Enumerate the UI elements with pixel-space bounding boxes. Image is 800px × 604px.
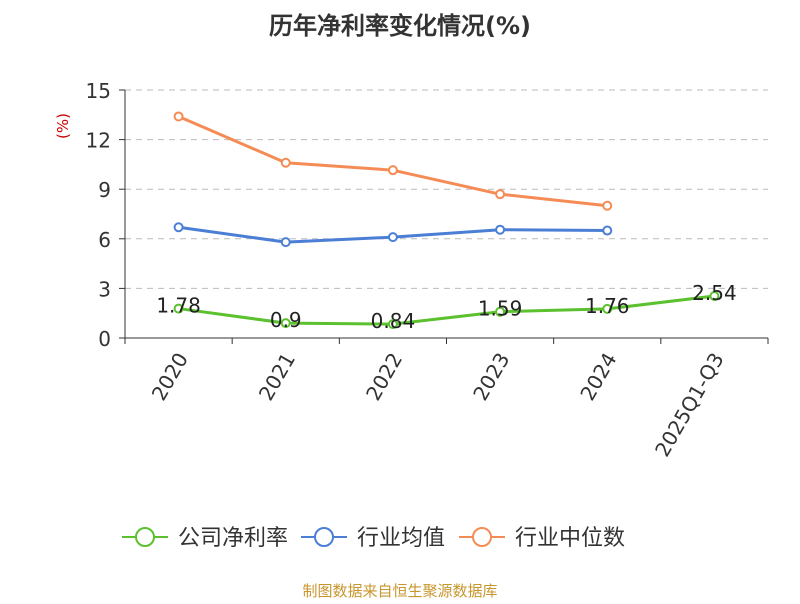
- x-tick-label: 2020: [147, 349, 193, 405]
- legend-label: 行业均值: [357, 526, 445, 551]
- legend: 公司净利率 行业均值 行业中位数: [122, 526, 625, 551]
- x-tick-label: 2025Q1-Q3: [650, 349, 729, 461]
- x-tick-label: 2023: [468, 349, 514, 405]
- data-point: [280, 318, 291, 329]
- data-point: [387, 232, 398, 243]
- data-point: [280, 157, 291, 168]
- grid-lines: [125, 89, 768, 289]
- data-label: 1.78: [156, 294, 201, 318]
- y-axis-label: (%): [54, 113, 72, 139]
- y-tick-label: 6: [98, 228, 111, 252]
- data-label: 2.54: [692, 281, 737, 305]
- data-point: [495, 189, 506, 200]
- chart-title: 历年净利率变化情况(%): [269, 12, 531, 40]
- data-labels: 1.78 0.9 0.84 1.59 1.76 2.54: [156, 281, 736, 333]
- axes: 0 3 6 9 12 15 2020 2021 2022 2023 2024 2025Q1-Q3: [86, 79, 769, 461]
- y-tick-label: 0: [98, 327, 111, 351]
- legend-label: 行业中位数: [515, 526, 625, 551]
- legend-marker: [314, 527, 334, 547]
- y-tick-label: 3: [98, 277, 111, 301]
- legend-marker: [472, 527, 492, 547]
- data-point: [280, 237, 291, 248]
- legend-marker: [135, 527, 155, 547]
- x-tick-label: 2022: [361, 349, 407, 405]
- data-point: [387, 319, 398, 330]
- legend-label: 公司净利率: [178, 526, 288, 551]
- data-point: [173, 303, 184, 314]
- series-line-0: [178, 294, 715, 326]
- data-label: 1.76: [585, 294, 630, 318]
- data-point: [495, 306, 506, 317]
- data-label: 0.9: [270, 308, 302, 332]
- series-line-2: [177, 115, 608, 208]
- data-point: [602, 225, 613, 236]
- y-tick-label: 15: [86, 79, 111, 103]
- data-point: [602, 303, 613, 314]
- y-tick-label: 12: [86, 129, 111, 153]
- data-point: [709, 291, 720, 302]
- series-layer: [173, 111, 720, 330]
- x-tick-label: 2024: [575, 349, 621, 405]
- y-tick-label: 9: [98, 178, 111, 202]
- x-tick-label: 2021: [254, 349, 300, 405]
- data-point: [173, 222, 184, 233]
- data-point: [387, 165, 398, 176]
- data-point: [495, 224, 506, 235]
- data-label: 0.84: [371, 309, 416, 333]
- source-note: 制图数据来自恒生聚源数据库: [302, 582, 497, 600]
- data-point: [602, 200, 613, 211]
- data-point: [173, 111, 184, 122]
- data-label: 1.59: [478, 297, 523, 321]
